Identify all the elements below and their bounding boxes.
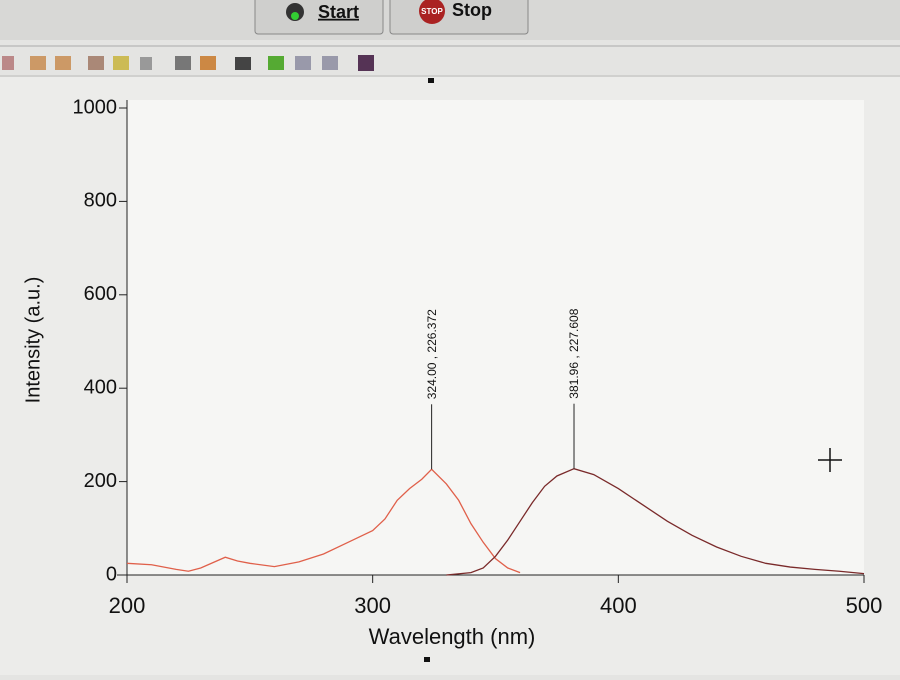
chart: 0 200 400 600 800 1000 200 300 400 500 324.00 , 22… [73, 96, 883, 618]
tool-icon[interactable] [268, 56, 284, 70]
tool-icon[interactable] [175, 56, 191, 70]
tool-icon[interactable] [113, 56, 129, 70]
tool-icon[interactable] [295, 56, 311, 70]
x-axis-label: Wavelength (nm) [369, 624, 536, 649]
start-label: Start [318, 2, 359, 22]
tool-icon[interactable] [55, 56, 71, 70]
annotation-label: 324.00 , 226.372 [425, 309, 439, 399]
handle [428, 78, 434, 83]
tool-icon[interactable] [30, 56, 46, 70]
annotation-label: 381.96 , 227.608 [567, 308, 581, 398]
y-tick-label: 400 [84, 376, 117, 398]
stop-icon [419, 0, 445, 24]
data-line [446, 468, 865, 576]
start-light [291, 12, 299, 20]
handle [424, 657, 430, 662]
tool-icon[interactable] [200, 56, 216, 70]
x-tick-label: 200 [109, 593, 146, 618]
x-tick-label: 400 [600, 593, 637, 618]
y-axis-label: Intensity (a.u.) [22, 277, 44, 404]
y-tick-label: 0 [106, 563, 117, 585]
stop-icon-label: STOP [421, 7, 443, 16]
y-tick-label: 200 [84, 470, 117, 492]
data-line [126, 468, 521, 574]
x-tick-label: 300 [354, 593, 391, 618]
tool-icon[interactable] [322, 56, 338, 70]
y-tick-label: 600 [84, 283, 117, 305]
tool-icon[interactable] [88, 56, 104, 70]
y-tick-label: 1000 [73, 96, 118, 118]
x-tick-label: 500 [846, 593, 883, 618]
tool-icon[interactable] [235, 57, 251, 70]
tool-icon[interactable] [2, 56, 14, 70]
tool-icon[interactable] [358, 55, 374, 71]
tool-icon[interactable] [140, 57, 152, 70]
plot-area [127, 100, 864, 575]
stop-label: Stop [452, 0, 492, 20]
toolbar-icons [2, 55, 374, 71]
y-tick-label: 800 [84, 190, 117, 212]
